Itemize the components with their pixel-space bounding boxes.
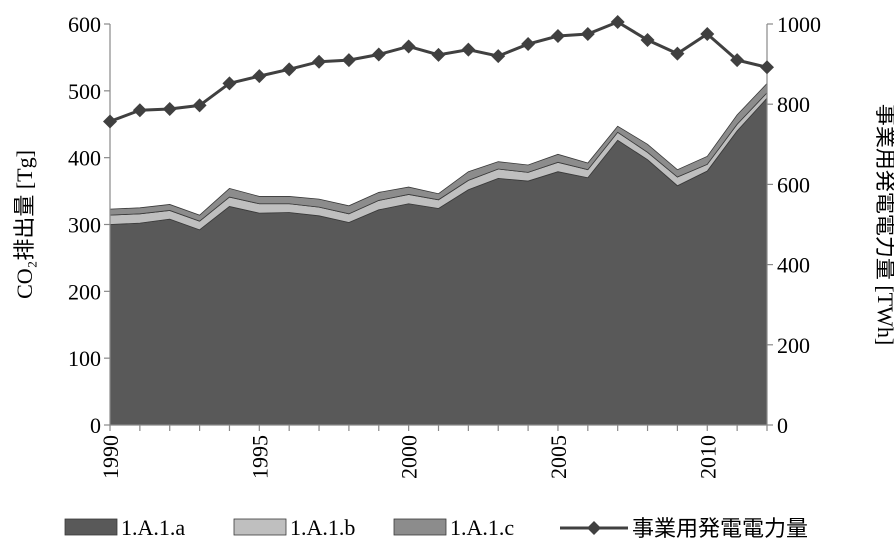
- left-tick-label: 500: [68, 79, 101, 104]
- left-tick-label: 400: [68, 146, 101, 171]
- line-series-power: [109, 20, 768, 123]
- line-marker: [610, 14, 625, 29]
- right-tick-label: 0: [777, 413, 788, 438]
- line-marker: [670, 46, 685, 61]
- x-tick-label: 1995: [247, 435, 272, 479]
- area-layer: [109, 82, 768, 426]
- line-marker: [491, 49, 506, 64]
- line-marker: [431, 47, 446, 62]
- area-series-1-A-1-a: [109, 97, 768, 426]
- right-tick-label: 1000: [777, 12, 821, 37]
- line-marker: [700, 27, 715, 42]
- line-marker: [730, 53, 745, 68]
- right-tick-label: 800: [777, 92, 810, 117]
- line-marker: [192, 98, 207, 113]
- line-marker: [550, 29, 565, 44]
- right-tick-label: 400: [777, 253, 810, 278]
- line-marker: [312, 54, 327, 69]
- legend: 1.A.1.a 1.A.1.b 1.A.1.c 事業用発電電力量: [64, 515, 808, 541]
- line-layer: [103, 14, 774, 129]
- left-tick-label: 600: [68, 12, 101, 37]
- x-tick-label: 2010: [695, 435, 720, 479]
- left-axis-title: CO₂排出量 [Tg]: [12, 150, 37, 299]
- label-layer: 0 100 200 300 400 500 600 0 200 400 600 800 1000 1990…: [12, 12, 894, 479]
- legend-marker: [587, 521, 601, 535]
- axes-layer: [104, 23, 773, 431]
- line-marker: [760, 60, 774, 75]
- legend-label: 1.A.1.a: [121, 515, 185, 540]
- right-tick-label: 600: [777, 172, 810, 197]
- left-tick-label: 200: [68, 279, 101, 304]
- line-marker: [162, 102, 177, 117]
- x-tick-label: 2005: [546, 435, 571, 479]
- line-marker: [401, 39, 416, 54]
- line-marker: [282, 62, 297, 77]
- line-marker: [640, 33, 655, 48]
- right-tick-label: 200: [777, 333, 810, 358]
- legend-label: 1.A.1.c: [450, 515, 514, 540]
- line-marker: [461, 42, 476, 57]
- x-tick-label: 2000: [397, 435, 422, 479]
- legend-swatch: [233, 518, 287, 536]
- legend-label: 1.A.1.b: [290, 515, 355, 540]
- line-marker: [521, 37, 536, 52]
- x-tick-label: 1990: [98, 435, 123, 479]
- line-marker: [222, 76, 237, 91]
- left-tick-label: 300: [68, 213, 101, 238]
- legend-swatch: [393, 518, 447, 536]
- line-marker: [341, 53, 356, 68]
- left-tick-label: 0: [90, 413, 101, 438]
- legend-swatch: [64, 518, 118, 536]
- line-marker: [252, 69, 267, 84]
- legend-label: 事業用発電電力量: [632, 516, 808, 541]
- line-marker: [580, 27, 595, 42]
- line-marker: [103, 114, 117, 129]
- left-tick-label: 100: [68, 346, 101, 371]
- line-marker: [132, 103, 147, 118]
- line-marker: [371, 47, 386, 62]
- right-axis-title: 事業用発電電力量 [TWh]: [873, 104, 894, 345]
